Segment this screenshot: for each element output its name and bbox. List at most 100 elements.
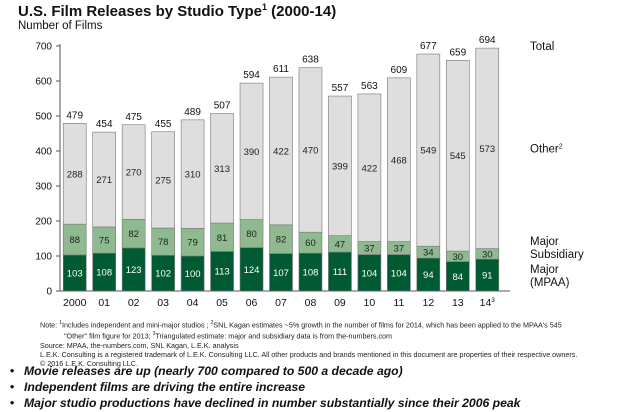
- y-tick-label: 300: [35, 182, 52, 193]
- total-label: 475: [125, 112, 142, 123]
- data-label: 94: [423, 270, 434, 281]
- data-label: 113: [214, 267, 229, 278]
- x-tick-label: 2000: [63, 297, 87, 309]
- x-tick-label: 143: [480, 297, 496, 309]
- legend-subsidiary: Subsidiary: [530, 249, 584, 261]
- data-label: 422: [273, 147, 289, 158]
- total-label: 638: [302, 55, 319, 66]
- x-tick-label: 08: [305, 297, 317, 309]
- x-tick-label: 06: [246, 297, 258, 309]
- data-label: 422: [361, 163, 377, 174]
- y-tick-label: 0: [46, 287, 52, 298]
- footnotes: Note: 1Includes independent and mini-maj…: [40, 319, 615, 369]
- legend-total: Total: [530, 41, 554, 53]
- y-tick-label: 600: [35, 77, 52, 88]
- data-label: 81: [217, 233, 228, 244]
- takeaway-text: Independent films are driving the entire…: [24, 380, 306, 394]
- bullet-icon: •: [10, 396, 15, 410]
- data-label: 124: [244, 265, 260, 276]
- chart-title-text: U.S. Film Releases by Studio Type: [18, 3, 262, 20]
- note-copyright: © 2016 L.E.K. Consulting LLC.: [40, 359, 138, 369]
- y-tick-label: 700: [35, 42, 52, 53]
- note-trademark: L.E.K. Consulting is a registered tradem…: [40, 350, 578, 359]
- bar-segment: [239, 82, 264, 220]
- bullet-icon: •: [10, 380, 15, 394]
- stacked-bar-chart: 0100200300400500600700103882884792000108…: [35, 35, 584, 309]
- x-tick-label: 02: [128, 297, 140, 309]
- total-label: 694: [479, 35, 496, 46]
- data-label: 103: [67, 268, 83, 279]
- legend-major: Major: [530, 264, 559, 276]
- data-label: 91: [482, 271, 493, 282]
- bar-segment: [269, 76, 293, 226]
- data-label: 310: [185, 170, 201, 181]
- data-label: 468: [391, 155, 407, 166]
- data-label: 545: [450, 151, 466, 162]
- legend-other-sup: 2: [559, 143, 563, 150]
- x-tick-label: 07: [275, 297, 287, 309]
- data-label: 104: [391, 268, 407, 279]
- bullet-icon: •: [10, 364, 15, 378]
- data-label: 30: [453, 252, 464, 263]
- legend-other: Other2: [530, 143, 563, 155]
- y-tick-label: 200: [35, 217, 52, 228]
- data-label: 470: [303, 145, 319, 156]
- legend-major: (MPAA): [530, 277, 570, 289]
- data-label: 78: [158, 237, 169, 248]
- bar-segment: [210, 113, 234, 224]
- total-label: 454: [96, 119, 113, 130]
- data-label: 37: [364, 244, 375, 255]
- bar-segment: [92, 131, 116, 228]
- chart-title: U.S. Film Releases by Studio Type1 (2000…: [18, 2, 336, 20]
- data-label: 123: [126, 265, 142, 276]
- x-tick-label: 04: [187, 297, 199, 309]
- data-label: 399: [332, 161, 348, 172]
- bar-segment: [121, 124, 146, 220]
- data-label: 313: [214, 164, 230, 175]
- data-label: 107: [273, 268, 289, 279]
- data-label: 80: [246, 229, 257, 240]
- data-label: 100: [185, 269, 201, 280]
- bar-segment: [357, 93, 382, 242]
- data-label: 102: [155, 269, 171, 280]
- x-tick-label: 03: [157, 297, 169, 309]
- note-line-2: "Other" film figure for 2013; 3Triangula…: [64, 330, 393, 341]
- bar-segment: [298, 67, 323, 233]
- data-label: 108: [303, 268, 319, 279]
- bar-segment: [151, 131, 175, 229]
- total-label: 455: [155, 119, 172, 130]
- data-label: 47: [335, 239, 346, 250]
- data-label: 270: [126, 168, 142, 179]
- chart-title-suffix: (2000-14): [271, 3, 337, 20]
- x-tick-label-sup: 3: [491, 297, 495, 304]
- data-label: 271: [96, 175, 112, 186]
- takeaway-bullet: • Independent films are driving the entir…: [10, 379, 610, 395]
- takeaway-text: Major studio productions have declined i…: [24, 396, 521, 410]
- total-label: 563: [361, 81, 378, 92]
- x-tick-label: 12: [422, 297, 434, 309]
- data-label: 60: [305, 238, 316, 249]
- y-tick-label: 100: [35, 252, 52, 263]
- takeaway-bullet: • Major studio productions have declined …: [10, 395, 610, 411]
- data-label: 75: [99, 236, 110, 247]
- data-label: 84: [453, 272, 464, 283]
- key-takeaways: • Movie releases are up (nearly 700 compa…: [10, 363, 610, 411]
- total-label: 479: [66, 110, 83, 121]
- total-label: 489: [184, 107, 201, 118]
- x-tick-label: 01: [98, 297, 110, 309]
- bar-segment: [445, 60, 470, 252]
- takeaway-bullet: • Movie releases are up (nearly 700 compa…: [10, 363, 610, 379]
- total-label: 594: [243, 70, 260, 81]
- bar-segment: [180, 119, 205, 229]
- note-source: Source: MPAA, the-numbers.com, SNL Kagan…: [40, 340, 239, 350]
- data-label: 390: [244, 147, 260, 158]
- total-label: 677: [420, 41, 437, 52]
- y-axis-label: Number of Films: [18, 20, 103, 32]
- total-label: 609: [391, 65, 408, 76]
- legend-subsidiary: Major: [530, 236, 559, 248]
- data-label: 573: [479, 144, 495, 155]
- note-line-1: Note: 1Includes independent and mini-maj…: [40, 320, 562, 330]
- data-label: 37: [394, 244, 405, 255]
- x-tick-label: 10: [364, 297, 376, 309]
- y-tick-label: 400: [35, 147, 52, 158]
